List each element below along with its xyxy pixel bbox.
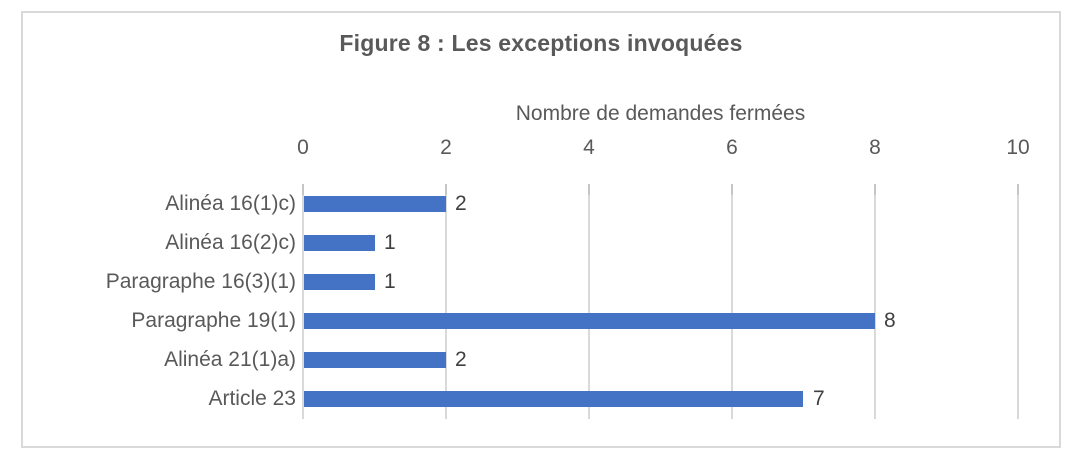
category-label: Alinéa 16(2)c) <box>165 231 296 254</box>
chart-border <box>21 11 1061 448</box>
gridline <box>874 184 876 419</box>
axis-tick <box>302 184 304 195</box>
data-label: 8 <box>884 309 896 332</box>
bar <box>304 274 375 290</box>
bar <box>304 313 875 329</box>
bar <box>304 196 446 212</box>
data-label: 2 <box>455 348 467 371</box>
category-label: Alinéa 21(1)a) <box>164 348 296 371</box>
gridline <box>302 184 304 419</box>
axis-tick <box>1017 184 1019 195</box>
x-tick-label: 6 <box>726 136 738 159</box>
chart-title: Figure 8 : Les exceptions invoquées <box>339 30 743 56</box>
x-tick-label: 10 <box>1006 136 1030 159</box>
axis-tick <box>588 184 590 195</box>
gridline <box>731 184 733 419</box>
x-tick-label: 8 <box>869 136 881 159</box>
bar <box>304 352 446 368</box>
data-label: 1 <box>384 231 396 254</box>
gridline <box>445 184 447 419</box>
x-tick-label: 4 <box>583 136 595 159</box>
category-label: Alinéa 16(1)c) <box>165 192 296 215</box>
axis-tick <box>445 184 447 195</box>
bar <box>304 235 375 251</box>
axis-tick <box>731 184 733 195</box>
category-label: Article 23 <box>208 387 296 410</box>
category-label: Paragraphe 16(3)(1) <box>105 270 296 293</box>
data-label: 2 <box>455 192 467 215</box>
x-tick-label: 0 <box>297 136 309 159</box>
gridline <box>588 184 590 419</box>
gridline <box>1017 184 1019 419</box>
data-label: 7 <box>813 387 825 410</box>
x-tick-label: 2 <box>440 136 452 159</box>
x-axis-title: Nombre de demandes fermées <box>515 102 806 125</box>
category-label: Paragraphe 19(1) <box>131 309 296 332</box>
axis-tick <box>874 184 876 195</box>
data-label: 1 <box>384 270 396 293</box>
bar <box>304 391 803 407</box>
